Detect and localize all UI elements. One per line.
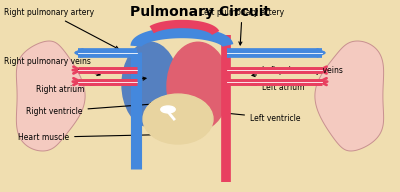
Text: Right pulmonary artery: Right pulmonary artery bbox=[4, 8, 118, 49]
Text: Left pulmonary veins: Left pulmonary veins bbox=[252, 66, 343, 77]
Text: Right atrium: Right atrium bbox=[36, 77, 146, 94]
Text: Left atrium: Left atrium bbox=[218, 81, 304, 92]
Ellipse shape bbox=[167, 42, 229, 131]
Polygon shape bbox=[315, 41, 384, 151]
Ellipse shape bbox=[143, 94, 213, 144]
Text: Right ventricle: Right ventricle bbox=[26, 103, 154, 116]
Text: Pulmonary Circuit: Pulmonary Circuit bbox=[130, 5, 270, 19]
Text: Left pulmonary artery: Left pulmonary artery bbox=[200, 8, 284, 45]
Ellipse shape bbox=[122, 42, 178, 127]
Text: Heart muscle: Heart muscle bbox=[18, 133, 168, 142]
Text: Left ventricle: Left ventricle bbox=[212, 111, 300, 122]
Polygon shape bbox=[16, 41, 85, 151]
Circle shape bbox=[161, 106, 175, 113]
Text: Right pulmonary veins: Right pulmonary veins bbox=[4, 57, 100, 76]
